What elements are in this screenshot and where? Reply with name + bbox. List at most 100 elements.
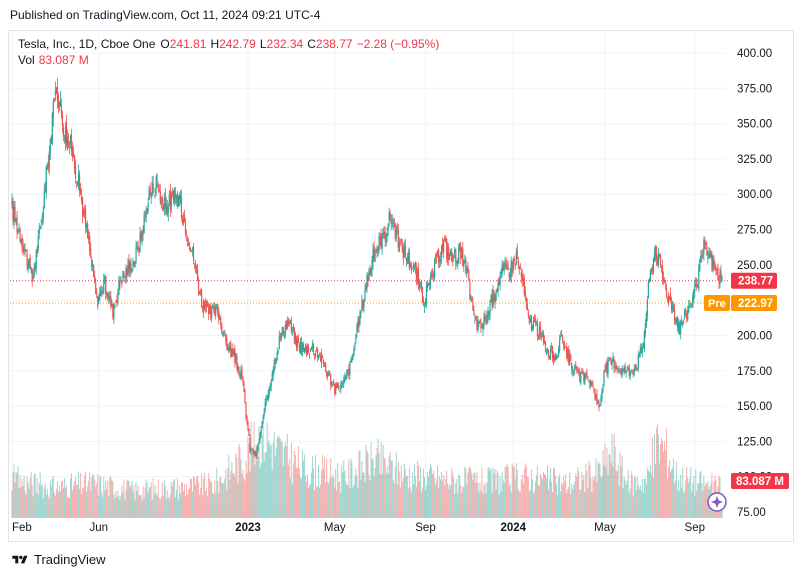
volume-bar	[287, 465, 289, 518]
candle-body	[605, 364, 607, 370]
volume-bar	[527, 476, 529, 518]
volume-bar	[56, 481, 58, 518]
candle	[716, 267, 718, 276]
candle-body	[700, 256, 702, 261]
candle-body	[333, 381, 335, 386]
volume-bar	[27, 482, 29, 518]
volume-bar	[578, 471, 580, 518]
volume-bar	[567, 489, 569, 518]
candle	[408, 247, 410, 271]
candle-body	[328, 372, 330, 374]
candle	[526, 298, 528, 311]
volume-bar	[676, 461, 678, 518]
volume-bar	[432, 474, 434, 518]
volume-bar	[667, 478, 669, 518]
volume-bar	[189, 487, 190, 518]
candle	[339, 391, 341, 392]
candle	[91, 256, 93, 272]
candle	[72, 145, 75, 159]
volume-bar	[196, 476, 198, 518]
candle	[369, 265, 371, 276]
candle	[285, 320, 287, 331]
chart-navigation-button[interactable]	[707, 492, 727, 512]
candle	[237, 363, 239, 374]
candle-body	[589, 380, 591, 387]
candle-body	[160, 198, 162, 204]
candle	[359, 309, 361, 326]
volume-bar	[260, 463, 262, 518]
candle	[57, 92, 59, 114]
volume-bar	[516, 470, 518, 518]
volume-bar	[174, 497, 176, 518]
candle-body	[677, 317, 679, 328]
candle-body	[456, 260, 458, 263]
candle	[643, 329, 645, 352]
volume-bar	[609, 454, 611, 518]
volume-bar	[227, 467, 229, 518]
volume-bar	[217, 481, 219, 518]
volume-bar	[102, 496, 104, 518]
candle-body	[204, 302, 206, 308]
y-tick-label: 300.00	[737, 189, 772, 201]
volume-bar	[192, 491, 194, 518]
candle	[462, 241, 464, 267]
volume-bar	[430, 463, 432, 518]
candle	[630, 369, 632, 373]
candle	[320, 352, 322, 363]
candle	[258, 438, 260, 445]
candle-body	[642, 346, 644, 349]
candle-body	[79, 188, 82, 195]
candle-body	[30, 268, 32, 271]
candle	[454, 246, 456, 259]
volume-bar	[621, 455, 623, 518]
candle-body	[525, 297, 527, 304]
volume-bar	[598, 461, 600, 518]
candle	[68, 141, 71, 154]
candle-body	[529, 318, 531, 322]
candle	[447, 242, 449, 266]
volume-bar	[309, 485, 311, 518]
candle	[264, 398, 266, 414]
candle-body	[176, 193, 178, 203]
symbol-label[interactable]: Tesla, Inc., 1D, Cboe One	[18, 37, 156, 51]
candle-body	[435, 254, 438, 257]
candle-body	[486, 314, 488, 324]
volume-bar	[564, 481, 566, 518]
volume-bar	[90, 490, 92, 518]
volume-bar	[700, 471, 702, 518]
candle	[536, 318, 539, 341]
candle	[547, 349, 550, 361]
candle-body	[170, 195, 172, 207]
candle	[681, 315, 683, 326]
candle	[485, 315, 487, 326]
volume-bar	[520, 479, 522, 518]
volume-bar	[44, 483, 46, 518]
candle	[520, 268, 522, 284]
candle	[125, 264, 127, 284]
candle	[66, 129, 69, 151]
candle	[165, 197, 167, 216]
candle	[307, 344, 310, 354]
candle-body	[221, 325, 223, 333]
volume-bar	[459, 476, 461, 518]
candle	[604, 364, 606, 373]
volume-bar	[230, 470, 232, 518]
volume-bar	[41, 483, 43, 518]
volume-bar	[134, 499, 136, 518]
candle-body	[20, 240, 22, 243]
candle	[229, 341, 231, 353]
volume-bar	[486, 482, 488, 518]
candle-body	[705, 241, 707, 245]
candle	[522, 273, 524, 287]
candle-body	[210, 306, 212, 316]
candle-body	[551, 346, 554, 359]
candle	[539, 321, 542, 340]
volume-bar	[559, 474, 561, 518]
candle	[76, 180, 79, 187]
volume-bar	[166, 490, 168, 518]
candle-body	[214, 307, 216, 316]
volume-bar	[566, 492, 568, 518]
candle	[413, 263, 416, 271]
candle	[277, 350, 279, 355]
